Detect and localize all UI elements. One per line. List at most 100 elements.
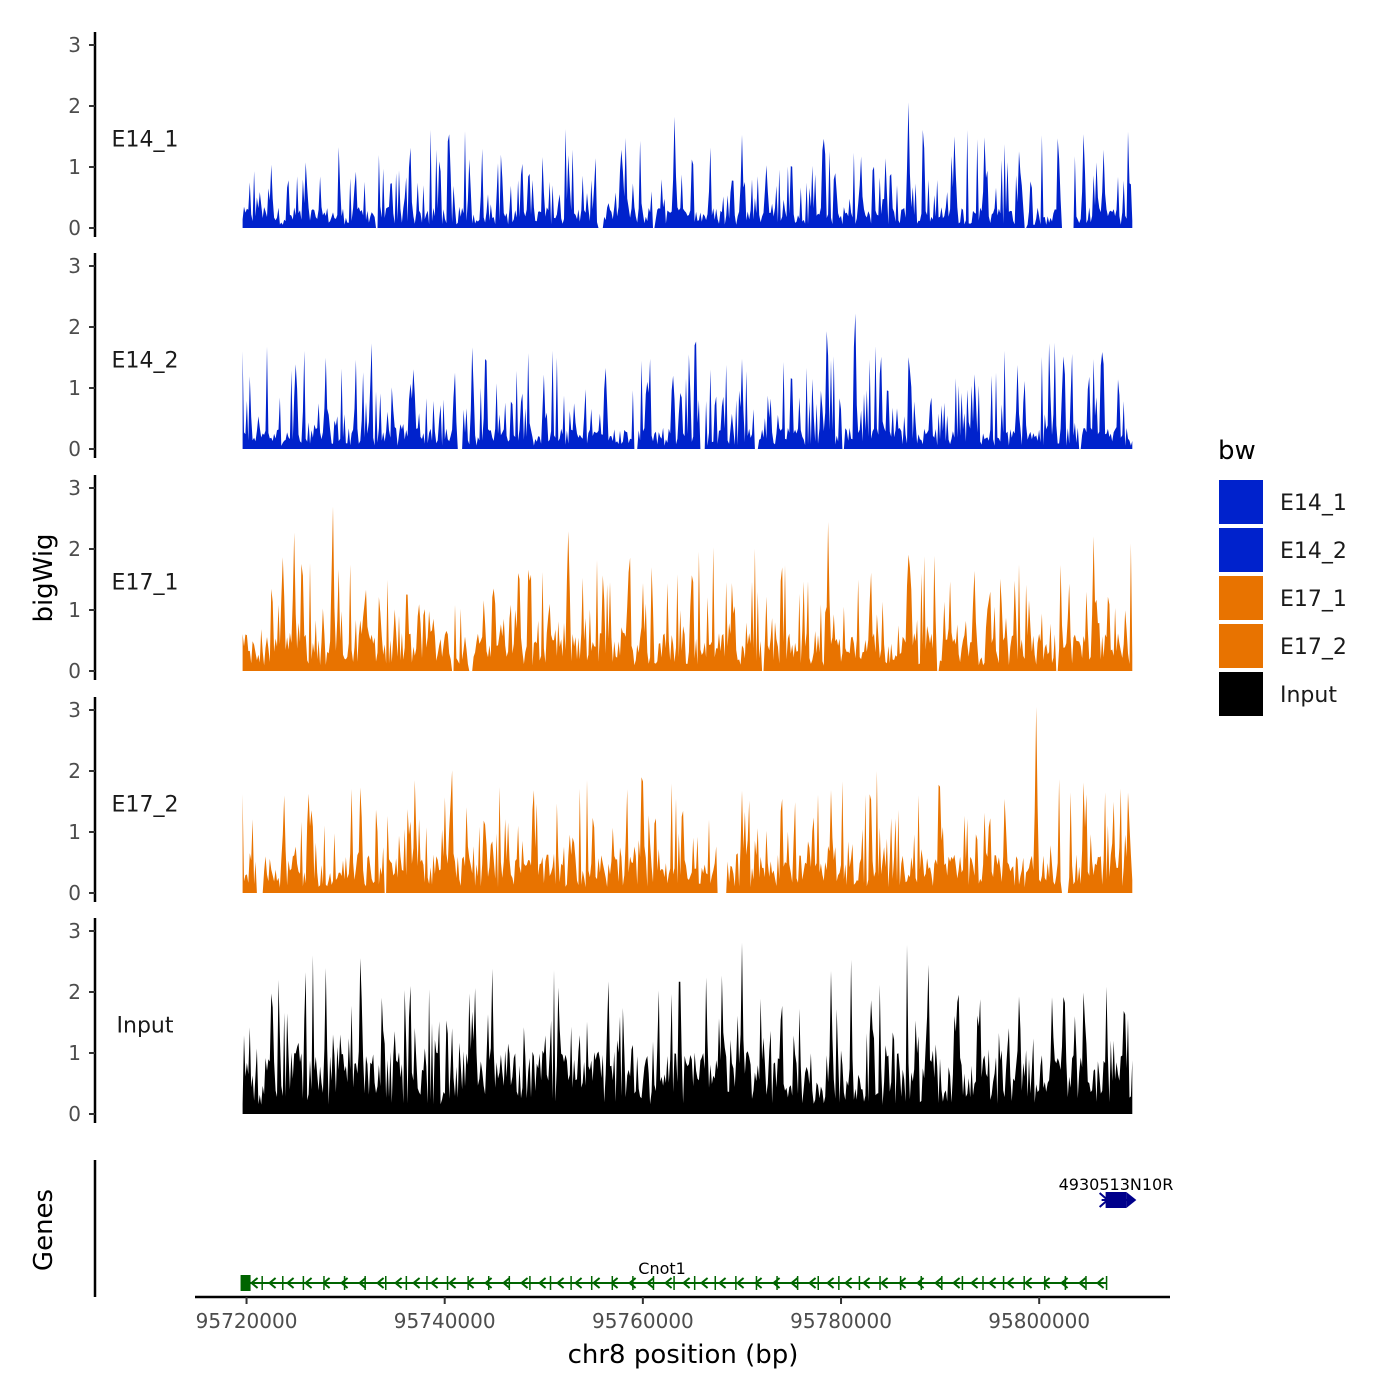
legend-label: E17_2 bbox=[1280, 635, 1347, 660]
strand-arrow bbox=[844, 1277, 853, 1289]
strand-arrow bbox=[556, 1277, 565, 1289]
strand-arrow bbox=[808, 1277, 817, 1289]
strand-arrow bbox=[286, 1277, 295, 1289]
strand-arrow bbox=[412, 1277, 421, 1289]
strand-arrow bbox=[790, 1277, 799, 1289]
strand-arrow bbox=[880, 1277, 889, 1289]
strand-arrow bbox=[970, 1277, 979, 1289]
exon bbox=[1105, 1192, 1127, 1208]
exon bbox=[240, 1275, 251, 1291]
strand-arrow bbox=[700, 1277, 709, 1289]
y-tick-label: 0 bbox=[68, 881, 81, 905]
signal-area-E17_2 bbox=[242, 706, 1133, 893]
strand-arrow bbox=[430, 1277, 439, 1289]
x-tick-label: 95800000 bbox=[988, 1309, 1090, 1333]
strand-arrow bbox=[304, 1277, 313, 1289]
legend: bw E14_1 E14_2 E17_1 E17_2 Input bbox=[1218, 436, 1347, 716]
strand-arrow bbox=[1024, 1277, 1033, 1289]
strand-arrow bbox=[1098, 1192, 1110, 1208]
y-tick-label: 2 bbox=[68, 980, 81, 1004]
y-tick-label: 0 bbox=[68, 1102, 81, 1126]
y-tick-label: 0 bbox=[68, 216, 81, 240]
y-tick-label: 0 bbox=[68, 437, 81, 461]
strand-arrow bbox=[1096, 1277, 1105, 1289]
y-tick-label: 1 bbox=[68, 1041, 81, 1065]
strand-arrow bbox=[394, 1277, 403, 1289]
signal-area-E14_2 bbox=[242, 313, 1133, 449]
legend-swatch-Input bbox=[1219, 672, 1263, 716]
strand-arrow bbox=[538, 1277, 547, 1289]
y-tick-label: 3 bbox=[68, 33, 81, 57]
genes-panel: Cnot1 4930513N10R bbox=[93, 1160, 1174, 1297]
strand-arrow bbox=[736, 1277, 745, 1289]
strand-arrow bbox=[952, 1277, 961, 1289]
tracks-layer: 0 1 2 3 E14_1 0 1 2 3 E14_2 0 1 2 3 E17_1 0 1 2 3 E17_2 0 1 2 3… bbox=[68, 32, 1133, 1126]
legend-label: E14_2 bbox=[1280, 539, 1347, 564]
strand-arrow bbox=[1042, 1277, 1051, 1289]
x-axis-title: chr8 position (bp) bbox=[568, 1340, 799, 1370]
strand-arrow bbox=[502, 1277, 511, 1289]
strand-arrow bbox=[718, 1277, 727, 1289]
track-label: Input bbox=[117, 1014, 174, 1039]
track-label: E14_2 bbox=[112, 349, 179, 374]
y-tick-label: 1 bbox=[68, 820, 81, 844]
strand-arrow bbox=[250, 1277, 259, 1289]
strand-arrow bbox=[484, 1277, 493, 1289]
legend-swatch-E14_2 bbox=[1219, 528, 1263, 572]
strand-arrow bbox=[358, 1277, 367, 1289]
legend-swatch-E14_1 bbox=[1219, 480, 1263, 524]
y-tick-label: 2 bbox=[68, 94, 81, 118]
signal-area-E17_1 bbox=[242, 506, 1133, 671]
strand-arrow bbox=[340, 1277, 349, 1289]
track-label: E14_1 bbox=[112, 128, 179, 153]
y-tick-label: 1 bbox=[68, 155, 81, 179]
x-tick-label: 95760000 bbox=[592, 1309, 694, 1333]
legend-label: Input bbox=[1280, 683, 1337, 708]
strand-arrow bbox=[1078, 1277, 1087, 1289]
y-tick-label: 1 bbox=[68, 598, 81, 622]
y-tick-label: 2 bbox=[68, 537, 81, 561]
track-label: E17_2 bbox=[112, 793, 179, 818]
gene-4930513N10Rik: 4930513N10R bbox=[1059, 1175, 1174, 1208]
track-E14_1: 0 1 2 3 E14_1 bbox=[68, 32, 1133, 240]
track-Input: 0 1 2 3 Input bbox=[68, 918, 1133, 1126]
y-tick-label: 2 bbox=[68, 759, 81, 783]
track-E14_2: 0 1 2 3 E14_2 bbox=[68, 253, 1133, 461]
y-tick-label: 3 bbox=[68, 698, 81, 722]
strand-arrow bbox=[898, 1277, 907, 1289]
strand-arrow bbox=[682, 1277, 691, 1289]
track-label: E17_1 bbox=[112, 571, 179, 596]
genes-axis-title: Genes bbox=[29, 1189, 59, 1271]
signal-area-E14_1 bbox=[242, 102, 1133, 228]
strand-arrow bbox=[574, 1277, 583, 1289]
strand-arrow bbox=[664, 1277, 673, 1289]
gene-label: Cnot1 bbox=[638, 1259, 686, 1278]
x-tick-label: 95780000 bbox=[790, 1309, 892, 1333]
gene-label: 4930513N10R bbox=[1059, 1175, 1174, 1194]
legend-swatch-E17_2 bbox=[1219, 624, 1263, 668]
strand-arrow bbox=[520, 1277, 529, 1289]
strand-arrow bbox=[1126, 1192, 1137, 1208]
y-tick-label: 3 bbox=[68, 476, 81, 500]
legend-label: E17_1 bbox=[1280, 587, 1347, 612]
y-tick-label: 3 bbox=[68, 254, 81, 278]
legend-label: E14_1 bbox=[1280, 491, 1347, 516]
x-axis: 95720000 95740000 95760000 95780000 95800000 bbox=[195, 1295, 1170, 1333]
x-tick-label: 95720000 bbox=[196, 1309, 298, 1333]
strand-arrow bbox=[934, 1277, 943, 1289]
y-tick-label: 0 bbox=[68, 659, 81, 683]
strand-arrow bbox=[376, 1277, 385, 1289]
legend-title: bw bbox=[1218, 436, 1256, 466]
strand-arrow bbox=[826, 1277, 835, 1289]
y-axis-title: bigWig bbox=[29, 533, 59, 622]
y-tick-label: 1 bbox=[68, 376, 81, 400]
gene-Cnot1: Cnot1 bbox=[240, 1259, 1108, 1291]
strand-arrow bbox=[862, 1277, 871, 1289]
signal-area-Input bbox=[242, 942, 1133, 1114]
x-tick-label: 95740000 bbox=[394, 1309, 496, 1333]
track-E17_1: 0 1 2 3 E17_1 bbox=[68, 475, 1133, 683]
strand-arrow bbox=[1006, 1277, 1015, 1289]
y-tick-label: 3 bbox=[68, 919, 81, 943]
strand-arrow bbox=[592, 1277, 601, 1289]
